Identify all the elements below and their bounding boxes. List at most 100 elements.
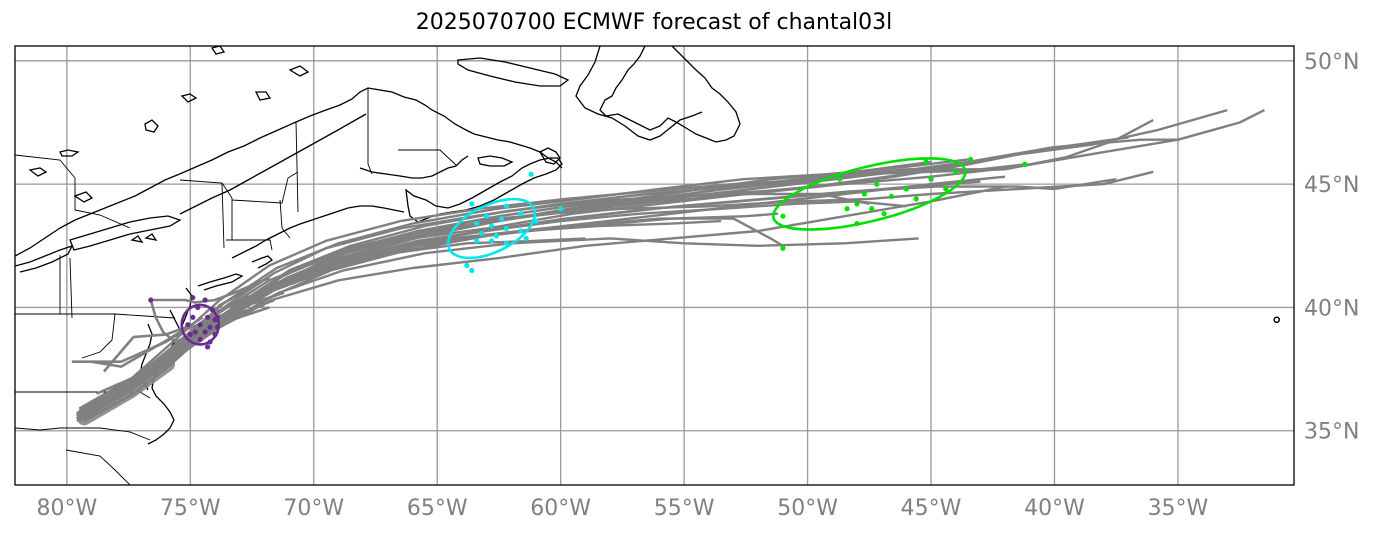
forecast-point-120h [913, 196, 919, 202]
lon-tick-label: 80°W [36, 496, 97, 521]
lon-tick-label: 50°W [777, 496, 838, 521]
ensemble-track [78, 138, 1178, 410]
forecast-point-24h [207, 339, 213, 345]
forecast-point-24h [209, 307, 216, 313]
forecast-point-24h [195, 304, 201, 311]
lat-tick-label: 45°N [1304, 173, 1359, 198]
lon-tick-label: 75°W [160, 496, 221, 521]
forecast-point-120h [861, 191, 867, 197]
forecast-point-24h [212, 331, 218, 338]
forecast-point-24h [202, 297, 208, 303]
forecast-point-72h [498, 216, 505, 222]
forecast-point-120h [837, 176, 843, 182]
prince-edward-island [477, 155, 514, 167]
state-borders [15, 88, 457, 485]
cape-cod [251, 255, 274, 269]
forecast-point-24h [187, 331, 193, 338]
latitude-tick-labels: 35°N 40°N 45°N 50°N [1304, 50, 1359, 445]
forecast-point-24h [207, 324, 213, 330]
forecast-point-72h [474, 238, 480, 244]
forecast-point-72h [469, 201, 475, 207]
forecast-point-72h [484, 213, 490, 219]
forecast-ellipse-120h [771, 157, 967, 231]
forecast-point-24h [204, 344, 211, 350]
forecast-point-120h [967, 156, 974, 163]
longitude-tick-labels: 80°W 75°W 70°W 65°W 60°W 55°W 50°W 45°W 40°W 35°W [36, 496, 1208, 521]
lon-tick-label: 55°W [654, 496, 715, 521]
forecast-point-120h [874, 181, 880, 187]
ensemble-track [83, 108, 1228, 415]
forecast-point-72h [493, 233, 500, 239]
forecast-ellipse-24h [180, 303, 221, 346]
forecast-ellipse-72h [446, 197, 537, 260]
forecast-point-72h [528, 171, 534, 177]
map-frame [14, 45, 1295, 486]
forecast-point-72h [523, 235, 529, 241]
cape-breton [539, 147, 561, 165]
graticule [15, 46, 1294, 485]
lon-tick-label: 35°W [1148, 496, 1209, 521]
forecast-point-72h [533, 218, 539, 224]
lon-tick-label: 40°W [1024, 496, 1085, 521]
forecast-point-120h [903, 186, 909, 192]
forecast-point-24h [192, 329, 198, 335]
long-island [197, 273, 244, 291]
lon-tick-label: 70°W [283, 496, 344, 521]
forecast-point-72h [469, 267, 475, 274]
forecast-point-24h [197, 322, 203, 328]
ensemble-track [149, 299, 191, 344]
coastlines-and-borders [15, 46, 741, 485]
forecast-point-24h [197, 336, 203, 343]
forecast-point-72h [558, 206, 564, 212]
track-bundle [77, 357, 176, 426]
forecast-point-24h [214, 314, 221, 320]
forecast-point-72h [503, 203, 509, 209]
lon-tick-label: 65°W [407, 496, 468, 521]
forecast-point-72h [503, 225, 509, 232]
forecast-point-72h [488, 238, 495, 244]
forecast-point-72h [488, 223, 495, 229]
forecast-ellipses [180, 157, 967, 346]
st-lawrence-river [179, 113, 367, 215]
new-brunswick-coastline [359, 155, 469, 179]
lon-tick-label: 45°W [901, 496, 962, 521]
newfoundland-coastline [599, 46, 741, 143]
forecast-point-72h [479, 230, 485, 237]
great-lakes-erie [15, 244, 74, 273]
forecast-point-120h [1022, 161, 1028, 167]
maine-coastline [231, 205, 405, 259]
forecast-point-120h [869, 206, 875, 212]
forecast-point-120h [854, 220, 860, 227]
forecast-point-24h [190, 314, 196, 320]
ensemble-track [81, 109, 1265, 413]
forecast-point-120h [854, 201, 860, 207]
lat-tick-label: 40°N [1304, 296, 1359, 321]
forecast-points [148, 156, 1281, 350]
forecast-point-120h [943, 186, 949, 192]
ensemble-track [91, 316, 204, 368]
forecast-point-24h [190, 294, 196, 301]
forecast-point-72h [464, 262, 470, 269]
forecast-point-72h [474, 220, 480, 227]
nova-scotia-coastline [405, 157, 563, 223]
forecast-point-120h [780, 213, 786, 219]
forecast-point-24h [185, 322, 191, 328]
lon-tick-label: 60°W [530, 496, 591, 521]
labrador-coastline [575, 46, 703, 141]
ensemble-tracks [71, 108, 1265, 426]
lat-tick-label: 50°N [1304, 50, 1359, 75]
ensemble-track [78, 118, 1154, 417]
quebec-coastline [15, 87, 563, 257]
isolated-point [1273, 316, 1281, 324]
forecast-point-120h [780, 245, 786, 251]
ensemble-track [85, 286, 253, 410]
great-lakes-ontario [69, 215, 182, 251]
ensemble-track [102, 323, 194, 373]
forecast-point-120h [888, 193, 895, 200]
forecast-point-120h [881, 211, 887, 217]
anticosti-island [457, 57, 570, 87]
forecast-point-120h [923, 159, 929, 165]
lat-tick-label: 35°N [1304, 420, 1359, 445]
forecast-point-120h [844, 206, 850, 212]
